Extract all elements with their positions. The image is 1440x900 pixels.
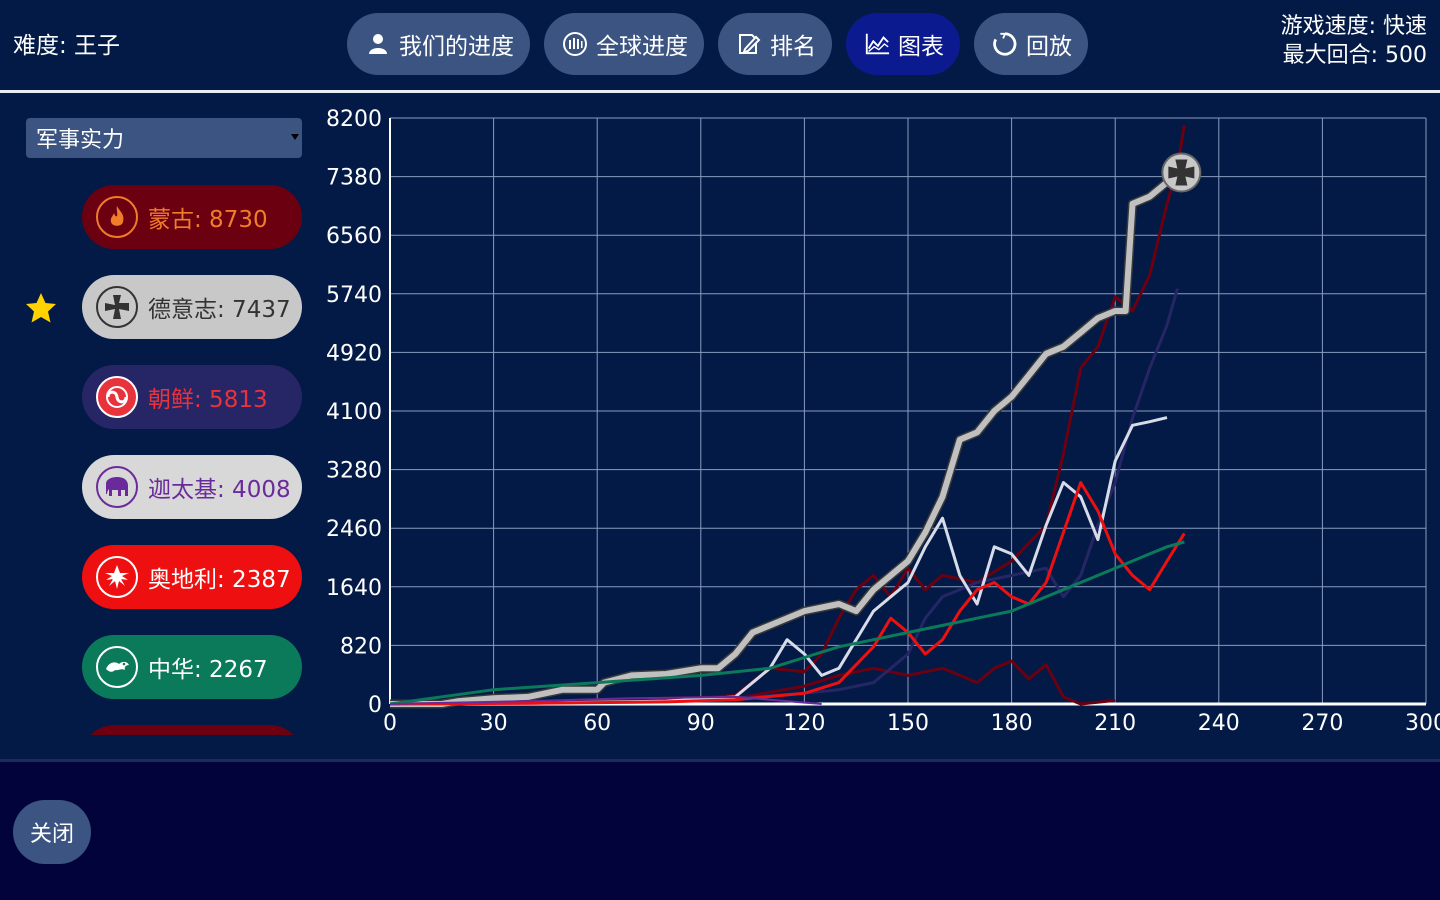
y-tick-label: 8200 (326, 108, 382, 132)
civ-label: 德意志: 7437 (148, 297, 291, 323)
x-tick-label: 300 (1405, 711, 1440, 736)
y-tick-label: 2460 (326, 517, 382, 542)
y-tick-label: 4100 (326, 400, 382, 425)
category-select-value: 军事实力 (36, 128, 125, 153)
flame-icon (96, 196, 138, 238)
person-icon (365, 31, 391, 57)
x-tick-label: 180 (991, 711, 1033, 736)
x-tick-label: 30 (480, 711, 508, 736)
y-tick-label: 7380 (326, 166, 382, 191)
star-icon (26, 293, 56, 323)
iron-cross-icon (96, 286, 138, 328)
x-tick-label: 0 (383, 711, 397, 736)
civ-entry-germany[interactable]: 德意志: 7437 (82, 275, 302, 339)
tab-label: 回放 (1026, 34, 1072, 60)
series-line-outline (390, 169, 1181, 709)
tab-label: 我们的进度 (399, 34, 514, 60)
x-tick-label: 90 (687, 711, 715, 736)
y-tick-label: 6560 (326, 224, 382, 249)
globe-people-icon (562, 31, 588, 57)
iron-cross-icon (1168, 159, 1195, 186)
y-tick-label: 820 (340, 634, 382, 659)
game-info: 游戏速度: 快速 最大回合: 500 (1281, 12, 1427, 70)
x-tick-label: 210 (1094, 711, 1136, 736)
tab-bar: 我们的进度 全球进度 排名 图表 回放 (347, 13, 1088, 75)
civ-entry-austria[interactable]: 奥地利: 2387 (82, 545, 302, 609)
edit-icon (736, 31, 762, 57)
civ-label: 迦太基: 4008 (148, 477, 291, 503)
tab-label: 全球进度 (596, 34, 688, 60)
top-bar: 难度: 王子 我们的进度 全球进度 排名 图表 (0, 0, 1440, 90)
civ-entry-carthage[interactable]: 迦太基: 4008 (82, 455, 302, 519)
y-tick-label: 1640 (326, 576, 382, 601)
tab-charts[interactable]: 图表 (846, 13, 960, 75)
x-tick-label: 150 (887, 711, 929, 736)
tab-our-progress[interactable]: 我们的进度 (347, 13, 530, 75)
elephant-icon (96, 466, 138, 508)
civ-label: 奥地利: 2387 (148, 567, 291, 593)
tab-replay[interactable]: 回放 (974, 13, 1088, 75)
tab-global-progress[interactable]: 全球进度 (544, 13, 704, 75)
header-divider (0, 90, 1440, 93)
y-tick-label: 0 (368, 693, 382, 718)
dragon-icon (96, 646, 138, 688)
x-tick-label: 60 (583, 711, 611, 736)
footer-bar (0, 762, 1440, 900)
x-tick-label: 270 (1301, 711, 1343, 736)
civ-entry-china[interactable]: 中华: 2267 (82, 635, 302, 699)
series-line (390, 170, 1180, 707)
civ-label: 蒙古: 8730 (148, 207, 268, 233)
footer-divider (0, 759, 1440, 762)
y-tick-label: 5740 (326, 283, 382, 308)
civ-entry-partial[interactable] (82, 725, 302, 735)
tab-label: 图表 (898, 34, 944, 60)
chart-icon (864, 31, 890, 57)
civ-list[interactable]: 蒙古: 8730 德意志: 7437 朝鲜: 5813 迦太基: 4008 奥地… (0, 170, 320, 735)
taeguk-icon (96, 376, 138, 418)
eagle-icon (96, 556, 138, 598)
civ-label: 朝鲜: 5813 (148, 387, 268, 413)
civ-entry-mongolia[interactable]: 蒙古: 8730 (82, 185, 302, 249)
tab-ranking[interactable]: 排名 (718, 13, 832, 75)
chevron-down-icon (291, 134, 299, 140)
series-line (389, 695, 822, 705)
y-tick-label: 4920 (326, 341, 382, 366)
civ-label: 中华: 2267 (148, 657, 268, 683)
x-tick-label: 240 (1198, 711, 1240, 736)
civ-entry-korea[interactable]: 朝鲜: 5813 (82, 365, 302, 429)
replay-icon (992, 31, 1018, 57)
series-line (389, 416, 1168, 706)
series-line (389, 540, 1185, 706)
military-strength-chart: 0 820 1640 2460 3280 4100 4920 5740 6560 7380 8200… (326, 108, 1440, 736)
game-speed-label: 游戏速度: 快速 (1280, 14, 1427, 39)
category-select[interactable]: 军事实力 (26, 118, 302, 158)
series-line (389, 481, 1186, 706)
x-tick-label: 120 (783, 711, 825, 736)
difficulty-label: 难度: 王子 (13, 33, 121, 59)
y-tick-label: 3280 (326, 459, 382, 484)
max-turns-label: 最大回合: 500 (1282, 43, 1427, 68)
tab-label: 排名 (770, 34, 816, 60)
close-button[interactable]: 关闭 (13, 800, 91, 864)
